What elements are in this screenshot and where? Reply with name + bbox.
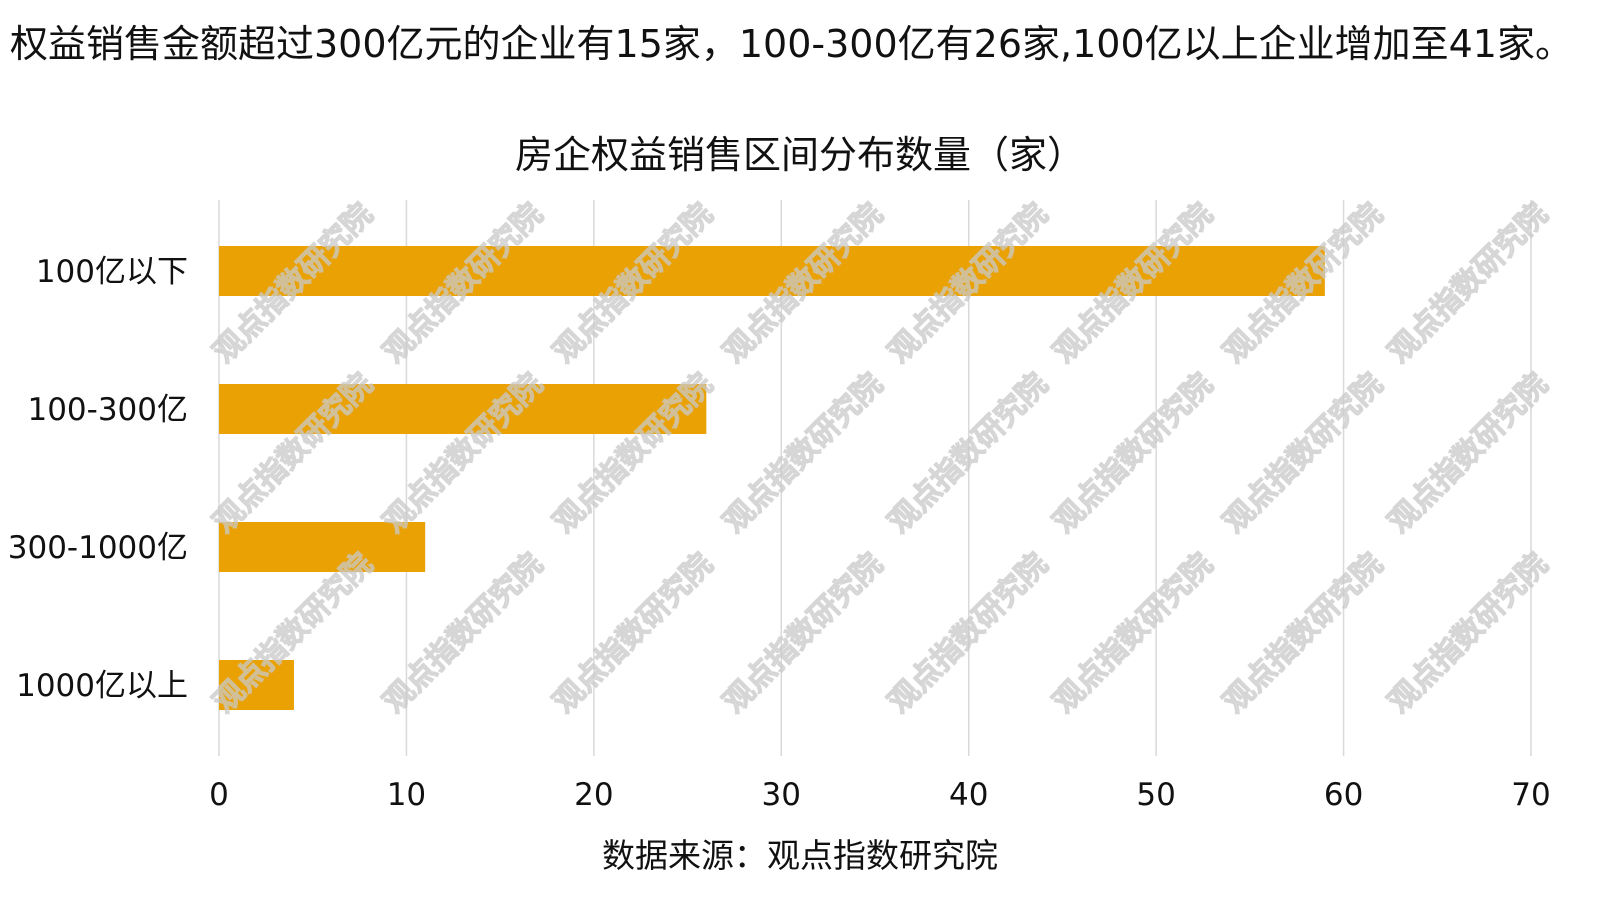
x-tick-label: 0 — [209, 777, 229, 813]
watermark-text: 观点指数研究院 — [717, 547, 890, 720]
watermark-text: 观点指数研究院 — [377, 547, 550, 720]
chart-title: 房企权益销售区间分布数量（家） — [514, 133, 1085, 177]
watermark-text: 观点指数研究院 — [1047, 367, 1220, 540]
watermark-text: 观点指数研究院 — [1047, 547, 1220, 720]
x-tick-label: 30 — [762, 777, 801, 813]
category-label: 300-1000亿 — [8, 530, 188, 566]
watermark-text: 观点指数研究院 — [1382, 547, 1555, 720]
bar-4 — [219, 660, 294, 710]
x-tick-label: 10 — [387, 777, 426, 813]
bars — [219, 246, 1325, 710]
watermark-text: 观点指数研究院 — [717, 367, 890, 540]
bar-3 — [219, 522, 426, 572]
category-label: 100-300亿 — [27, 392, 188, 428]
data-source: 数据来源：观点指数研究院 — [602, 836, 998, 875]
labels: 0 10 20 30 40 50 60 70 100亿以下 100-300亿 300-1000亿 10… — [8, 254, 1551, 813]
watermark-text: 观点指数研究院 — [1382, 367, 1555, 540]
bar-1 — [219, 246, 1325, 296]
watermark-text: 观点指数研究院 — [1217, 547, 1390, 720]
headline: 权益销售金额超过300亿元的企业有15家，100-300亿有26家,100亿以上… — [10, 22, 1573, 66]
x-tick-label: 70 — [1511, 777, 1550, 813]
x-tick-label: 60 — [1324, 777, 1363, 813]
category-label: 1000亿以上 — [16, 668, 188, 704]
x-tick-label: 20 — [574, 777, 613, 813]
category-label: 100亿以下 — [36, 254, 188, 290]
x-tick-label: 50 — [1136, 777, 1175, 813]
watermark-text: 观点指数研究院 — [547, 547, 720, 720]
watermark-text: 观点指数研究院 — [1217, 367, 1390, 540]
bar-2 — [219, 384, 707, 434]
x-tick-label: 40 — [949, 777, 988, 813]
watermark-text: 观点指数研究院 — [1382, 197, 1555, 370]
